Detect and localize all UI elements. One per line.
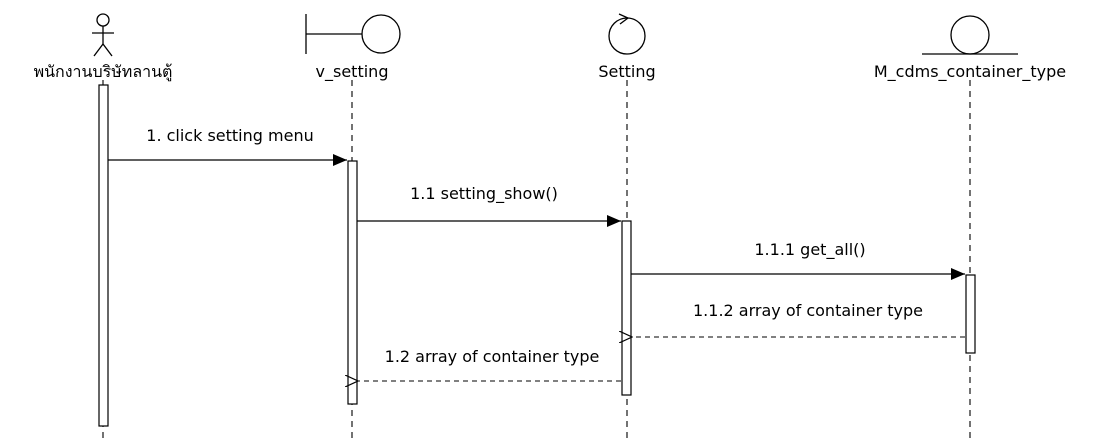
control-icon bbox=[608, 13, 646, 55]
message-label: 1.1.1 get_all() bbox=[754, 240, 865, 260]
message-1: 1. click setting menu bbox=[108, 126, 347, 166]
message-label: 1.1 setting_show() bbox=[410, 184, 558, 204]
participant-m-cdms-container-type: M_cdms_container_type bbox=[874, 15, 1066, 440]
actor-icon bbox=[92, 13, 114, 57]
activation-bar-v-setting bbox=[347, 160, 358, 405]
participant-label-setting: Setting bbox=[598, 62, 655, 81]
activation-bar-m-cdms bbox=[965, 274, 976, 354]
participant-label-m-cdms: M_cdms_container_type bbox=[874, 62, 1066, 82]
message-1-2: 1.2 array of container type bbox=[358, 347, 621, 381]
activation-bar-actor bbox=[98, 84, 109, 427]
entity-icon bbox=[922, 15, 1018, 55]
message-1-1: 1.1 setting_show() bbox=[357, 184, 621, 227]
message-label: 1. click setting menu bbox=[146, 126, 313, 145]
message-label: 1.1.2 array of container type bbox=[693, 301, 923, 320]
activation-bar-setting bbox=[621, 220, 632, 396]
participant-label-actor: พนักงานบริษัทลานตู้ bbox=[34, 62, 173, 82]
boundary-icon bbox=[305, 14, 401, 54]
message-label: 1.2 array of container type bbox=[385, 347, 600, 366]
message-1-1-1: 1.1.1 get_all() bbox=[631, 240, 965, 280]
participant-label-v-setting: v_setting bbox=[316, 62, 389, 82]
message-1-1-2: 1.1.2 array of container type bbox=[632, 301, 965, 337]
